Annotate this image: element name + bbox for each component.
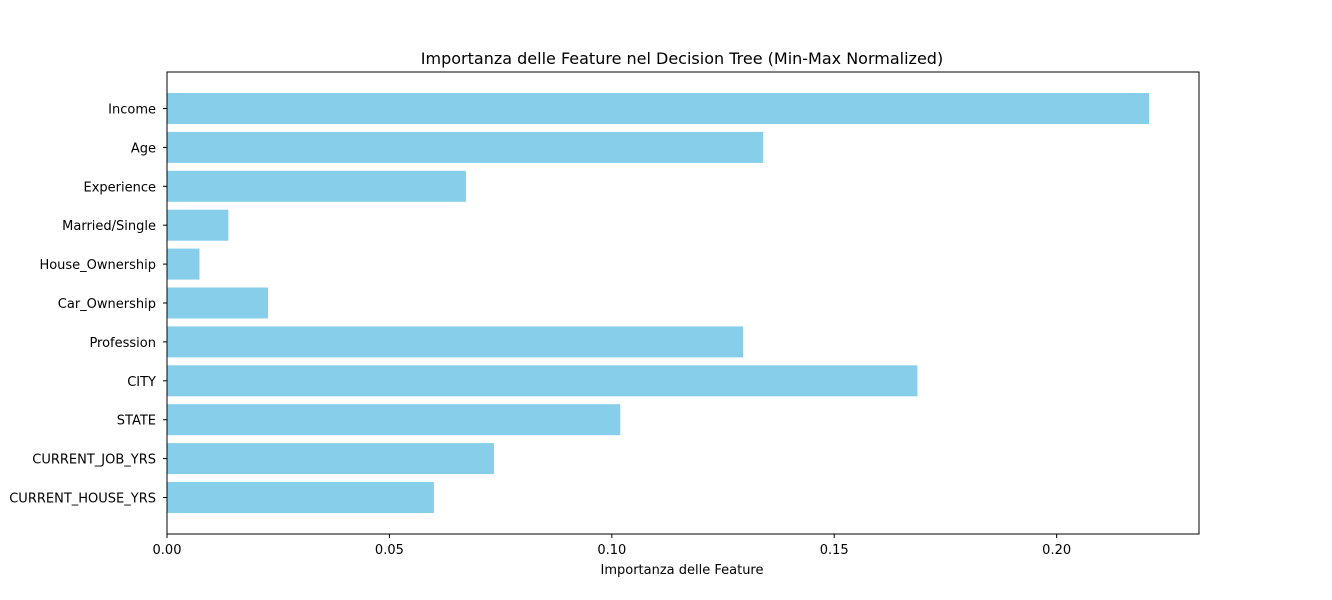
x-tick-label: 0.00 (153, 543, 182, 558)
y-tick-label: Car_Ownership (58, 297, 156, 312)
x-tick-label: 0.20 (1042, 543, 1071, 558)
x-tick-label: 0.10 (597, 543, 626, 558)
x-tick-label: 0.05 (375, 543, 404, 558)
bar (167, 131, 764, 163)
bar (167, 443, 494, 475)
x-axis-ticks: 0.00 0.05 0.10 0.15 0.20 (153, 534, 1071, 558)
y-tick-label: Age (131, 141, 156, 156)
x-axis-label: Importanza delle Feature (600, 563, 763, 578)
x-tick-label: 0.15 (820, 543, 849, 558)
y-tick-label: Experience (84, 180, 157, 195)
bars-group (167, 93, 1150, 513)
plot-frame (166, 71, 1200, 535)
y-axis-ticks: Income Age Experience Married/Single House_O… (9, 103, 167, 507)
bar (167, 365, 918, 397)
bar (167, 209, 229, 241)
bar (167, 482, 434, 513)
y-tick-label: STATE (117, 414, 156, 429)
bar (167, 287, 268, 319)
bar (167, 170, 466, 202)
y-tick-label: Profession (89, 336, 156, 351)
bar (167, 404, 621, 436)
chart-title: Importanza delle Feature nel Decision Tr… (421, 49, 943, 68)
y-tick-label: House_Ownership (39, 258, 156, 273)
y-tick-label: Income (108, 103, 156, 118)
bar (167, 248, 200, 280)
y-tick-label: Married/Single (62, 219, 156, 234)
bar (167, 326, 744, 358)
bar (167, 93, 1150, 124)
y-tick-label: CURRENT_HOUSE_YRS (9, 492, 156, 507)
y-tick-label: CITY (127, 375, 156, 390)
y-tick-label: CURRENT_JOB_YRS (32, 453, 156, 468)
